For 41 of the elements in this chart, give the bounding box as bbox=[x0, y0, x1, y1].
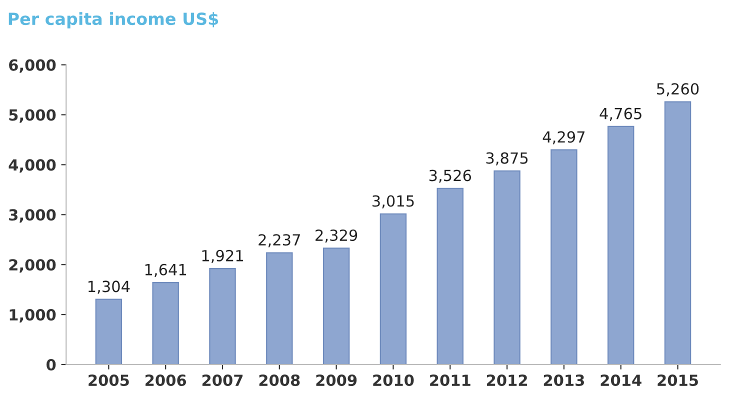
x-tick-label: 2007 bbox=[202, 374, 243, 386]
x-tick-label: 2008 bbox=[259, 374, 300, 386]
data-label: 2,237 bbox=[258, 234, 300, 248]
data-label: 5,260 bbox=[657, 83, 699, 96]
bar bbox=[380, 213, 407, 364]
bar bbox=[322, 248, 350, 364]
x-tick-label: 2009 bbox=[316, 374, 357, 386]
bar bbox=[550, 149, 578, 364]
bar bbox=[95, 298, 122, 364]
x-tick-label: 2014 bbox=[600, 374, 642, 386]
data-label: 3,875 bbox=[486, 152, 528, 166]
y-tick-label: 1,000 bbox=[10, 309, 56, 323]
bar bbox=[664, 101, 692, 364]
bar bbox=[152, 282, 179, 364]
data-label: 3,015 bbox=[372, 195, 414, 208]
y-tick-label: 3,000 bbox=[9, 209, 56, 223]
x-tick-label: 2015 bbox=[658, 374, 698, 386]
x-tick-label: 2005 bbox=[88, 374, 129, 386]
y-tick-label: 0 bbox=[46, 358, 56, 371]
bar bbox=[266, 252, 293, 364]
data-label: 1,304 bbox=[88, 280, 130, 294]
data-label: 4,297 bbox=[542, 131, 585, 144]
chart-title: Per capita income US$ bbox=[8, 12, 218, 28]
x-tick-label: 2012 bbox=[486, 374, 527, 386]
data-label: 3,526 bbox=[429, 170, 472, 183]
bar bbox=[494, 170, 520, 364]
bar bbox=[209, 268, 236, 364]
bar bbox=[607, 126, 634, 364]
y-tick-label: 4,000 bbox=[8, 159, 56, 173]
x-tick-label: 2006 bbox=[146, 374, 186, 386]
x-tick-label: 2010 bbox=[373, 374, 414, 386]
y-tick-label: 5,000 bbox=[9, 109, 56, 123]
x-tick-label: 2013 bbox=[544, 374, 584, 386]
bar bbox=[436, 188, 464, 364]
data-label: 2,329 bbox=[316, 229, 358, 243]
x-tick-label: 2011 bbox=[430, 374, 470, 386]
data-label: 1,641 bbox=[145, 264, 186, 277]
data-label: 4,765 bbox=[600, 108, 642, 121]
y-tick-label: 6,000 bbox=[9, 59, 56, 73]
data-label: 1,921 bbox=[202, 250, 243, 263]
y-tick-label: 2,000 bbox=[9, 259, 56, 273]
